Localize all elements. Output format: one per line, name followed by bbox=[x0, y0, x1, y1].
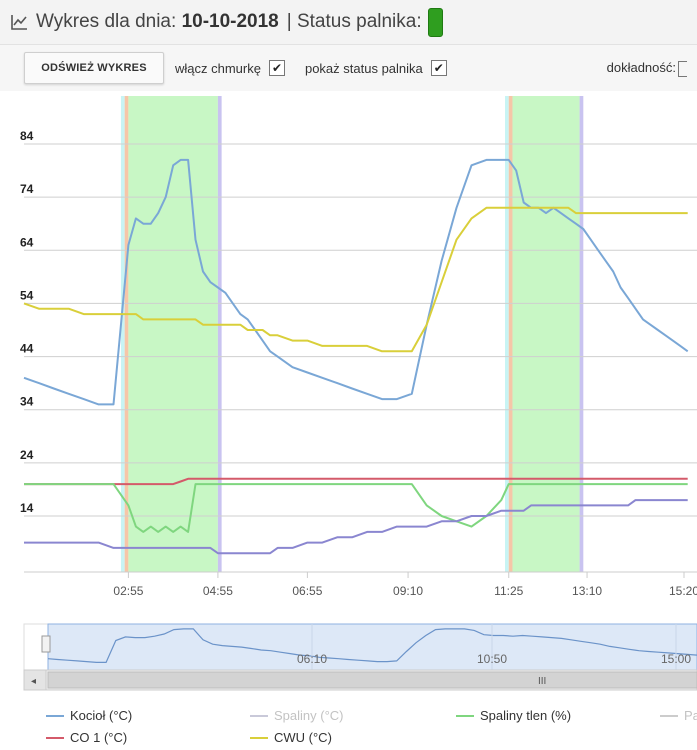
accuracy-select[interactable] bbox=[678, 60, 687, 77]
burner-band-ignition bbox=[124, 96, 129, 572]
y-axis-labels: 14 24 34 44 54 64 74 84 bbox=[20, 129, 34, 515]
legend-swatch bbox=[456, 714, 474, 717]
scroll-left-button[interactable] bbox=[23, 669, 47, 691]
y-tick-label: 24 bbox=[20, 448, 34, 462]
scroll-left-arrow-icon: ◂ bbox=[31, 676, 36, 687]
burner-band-extinguish bbox=[579, 96, 584, 572]
x-axis-labels: 02:55 04:55 06:55 09:10 11:25 13:10 15:20 bbox=[113, 584, 697, 598]
x-tick-label: 15:20 bbox=[669, 584, 697, 598]
series-line-cwu-c bbox=[23, 206, 688, 353]
y-tick-label: 34 bbox=[20, 395, 34, 409]
navigator-ticks: 06:10 10:50 15:00 bbox=[297, 624, 691, 670]
navigator[interactable]: 06:10 10:50 15:00 ◂ III bbox=[0, 620, 697, 692]
title-prefix: Wykres dla dnia: bbox=[36, 11, 177, 32]
burner-band-work bbox=[512, 96, 580, 572]
navigator-selection[interactable] bbox=[47, 623, 697, 671]
legend-swatch bbox=[660, 714, 678, 717]
legend-label: Spaliny (°C) bbox=[274, 708, 344, 723]
series-line-co-1-c bbox=[24, 477, 688, 486]
y-tick-label: 44 bbox=[20, 342, 34, 356]
burner-status-checkbox-label: pokaż status palnika bbox=[304, 60, 423, 76]
x-tick-label: 04:55 bbox=[203, 584, 233, 598]
burner-band-ignition bbox=[508, 96, 513, 572]
legend-label: Kocioł (°C) bbox=[70, 708, 133, 723]
y-tick-label: 14 bbox=[20, 501, 34, 515]
burner-status-label: | Status palnika: bbox=[286, 11, 422, 32]
cloud-checkbox[interactable]: ✔ bbox=[268, 60, 285, 76]
legend-swatch bbox=[46, 736, 64, 739]
legend-label: Spaliny tlen (%) bbox=[480, 708, 572, 723]
burner-status-checkbox[interactable]: ✔ bbox=[430, 60, 447, 76]
y-tick-label: 54 bbox=[20, 288, 34, 302]
x-tick-label: 09:10 bbox=[393, 584, 423, 598]
navigator-tick-label: 06:10 bbox=[297, 652, 327, 666]
burner-band-start bbox=[120, 96, 125, 572]
x-tick-label: 13:10 bbox=[572, 584, 602, 598]
scrollbar-thumb[interactable] bbox=[47, 671, 697, 689]
series-line-spaliny-c bbox=[24, 499, 688, 555]
legend-item-co1[interactable]: CO 1 (°C) bbox=[46, 730, 127, 745]
chart-series bbox=[23, 158, 689, 555]
x-tick-label: 02:55 bbox=[113, 584, 143, 598]
legend-label: CO 1 (°C) bbox=[70, 730, 128, 745]
legend-label: CWU (°C) bbox=[274, 730, 332, 745]
accuracy-label: dokładność: bbox=[606, 60, 676, 75]
chart-grid bbox=[24, 143, 697, 578]
legend-item-truncated[interactable]: Pa bbox=[660, 708, 697, 723]
burner-band-extinguish bbox=[217, 96, 222, 572]
legend-item-spaliny-tlen[interactable]: Spaliny tlen (%) bbox=[456, 708, 571, 723]
legend-label: Pa bbox=[684, 708, 697, 723]
legend-swatch bbox=[250, 736, 268, 739]
accuracy-control[interactable]: dokładność: bbox=[607, 60, 687, 77]
main-chart[interactable]: 14 24 34 44 54 64 74 84 02:55 04:55 06:55 09:10 11:… bbox=[0, 92, 697, 612]
scrollbar-grip: III bbox=[538, 676, 546, 687]
y-tick-label: 84 bbox=[20, 129, 34, 143]
legend-swatch bbox=[46, 714, 64, 717]
title-date: 10-10-2018 bbox=[181, 11, 279, 32]
navigator-series-line bbox=[47, 628, 697, 663]
line-chart-icon bbox=[11, 15, 27, 30]
burner-status-indicator bbox=[427, 7, 443, 37]
navigator-left-handle[interactable] bbox=[41, 635, 51, 653]
page-title: Wykres dla dnia: 10-10-2018 bbox=[36, 11, 279, 33]
series-line-kocio-c bbox=[23, 158, 689, 406]
cloud-checkbox-label: włącz chmurkę bbox=[175, 60, 261, 76]
legend-item-spaliny[interactable]: Spaliny (°C) bbox=[250, 708, 344, 723]
burner-band-work bbox=[128, 96, 218, 572]
burner-band-start bbox=[505, 96, 509, 572]
legend-item-cwu[interactable]: CWU (°C) bbox=[250, 730, 332, 745]
page-header: Wykres dla dnia: 10-10-2018 | Status pal… bbox=[0, 0, 697, 45]
legend-item-kociol[interactable]: Kocioł (°C) bbox=[46, 708, 132, 723]
y-tick-label: 74 bbox=[20, 182, 34, 196]
navigator-tick-label: 15:00 bbox=[661, 652, 691, 666]
chart-legend: Kocioł (°C) Spaliny (°C) Spaliny tlen (%… bbox=[0, 700, 697, 750]
y-tick-label: 64 bbox=[20, 235, 34, 249]
series-line-spaliny-tlen bbox=[24, 483, 688, 533]
x-tick-label: 11:25 bbox=[494, 584, 523, 598]
x-tick-label: 06:55 bbox=[292, 584, 322, 598]
refresh-chart-button[interactable]: ODŚWIEŻ WYKRES bbox=[24, 52, 164, 84]
toolbar: ODŚWIEŻ WYKRES włącz chmurkę ✔ pokaż sta… bbox=[0, 45, 697, 91]
burner-status-bands bbox=[120, 96, 584, 572]
navigator-tick-label: 10:50 bbox=[477, 652, 507, 666]
legend-swatch bbox=[250, 714, 268, 717]
